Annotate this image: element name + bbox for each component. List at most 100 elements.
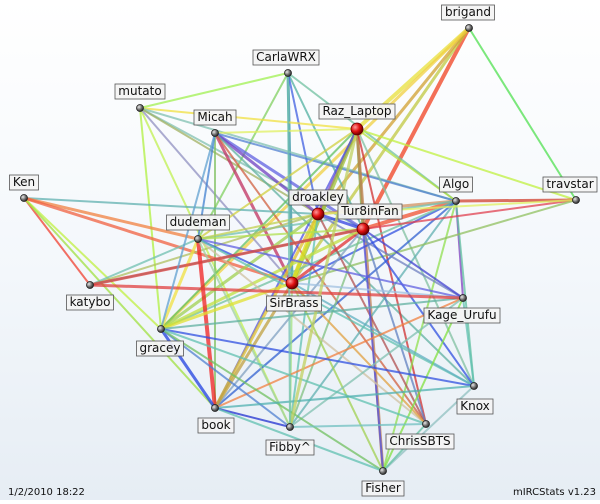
node-algo[interactable] (452, 197, 460, 205)
node-brigand[interactable] (465, 24, 473, 32)
node-fibby[interactable] (286, 423, 294, 431)
node-ken[interactable] (20, 194, 28, 202)
node-label-text: droakley (292, 190, 344, 204)
edge-algo-tur8 (361, 199, 458, 231)
edge-ken-dudeman (22, 196, 200, 241)
edge-brigand-droakley (316, 26, 471, 216)
node-label-text: Kage_Urufu (427, 308, 496, 322)
node-label-brigand: brigand (441, 4, 495, 21)
node-label-text: CarlaWRX (256, 50, 316, 64)
labels-layer: brigand CarlaWRX mutato Micah Raz_Laptop Ken A… (9, 4, 598, 497)
edge-brigand-gracey (159, 26, 471, 331)
edge-droakley-sirbrass (290, 212, 320, 285)
edge-algo-sirbrass (291, 200, 457, 284)
edge-travstar-tur8 (362, 199, 577, 230)
edge-tur8-fisher (362, 228, 384, 472)
edge-katybo-tur8 (88, 227, 365, 287)
node-label-kage: Kage_Urufu (423, 307, 501, 324)
node-label-text: Ken (13, 175, 35, 189)
edge-dudeman-knox (197, 238, 475, 387)
node-book[interactable] (211, 404, 219, 412)
node-droakley[interactable] (311, 207, 325, 221)
nodes-layer (20, 24, 580, 475)
edge-tur8-kage (362, 228, 464, 299)
node-chrissbts[interactable] (422, 420, 430, 428)
footer-date: 1/2/2010 18:22 (8, 487, 85, 498)
node-fisher[interactable] (379, 467, 387, 475)
node-label-chrissbts: ChrisSBTS (385, 433, 455, 450)
edge-raz-gracey (160, 128, 358, 330)
node-label-ken: Ken (9, 174, 39, 191)
node-tur8[interactable] (356, 222, 370, 236)
node-label-text: book (201, 418, 230, 432)
node-label-sirbrass: SirBrass (266, 295, 322, 312)
node-label-algo: Algo (439, 176, 473, 193)
node-gracey[interactable] (157, 325, 165, 333)
edge-algo-fisher (382, 200, 457, 472)
node-sirbrass[interactable] (285, 276, 299, 290)
node-knox[interactable] (470, 382, 478, 390)
node-label-knox: Knox (456, 398, 494, 415)
edge-droakley-tur8 (316, 212, 365, 231)
node-label-fisher: Fisher (361, 480, 405, 497)
node-label-dudeman: dudeman (166, 214, 230, 231)
node-label-text: brigand (445, 5, 491, 19)
edge-gracey-fisher (160, 328, 384, 472)
node-label-text: dudeman (170, 215, 227, 229)
node-micah[interactable] (211, 129, 219, 137)
edge-dudeman-fibby (197, 238, 291, 428)
node-label-text: Algo (443, 177, 470, 191)
node-label-text: Tur8inFan (340, 204, 398, 218)
edge-raz-fibby (288, 127, 359, 429)
edge-mutato-gracey (139, 107, 162, 330)
node-label-text: Raz_Laptop (322, 104, 391, 118)
edge-brigand-sirbrass (290, 26, 471, 285)
edge-travstar-sirbrass (291, 199, 577, 284)
edge-micah-raz (214, 128, 358, 134)
edge-ken-gracey (23, 197, 162, 330)
edge-brigand-tur8 (361, 26, 471, 231)
edge-micah-algo (214, 132, 457, 202)
edge-ken-book (23, 197, 216, 409)
node-label-text: Fibby^ (269, 440, 311, 454)
edge-tur8-fibby (289, 228, 364, 428)
edge-tur8-knox (362, 228, 475, 387)
node-mutato[interactable] (136, 104, 144, 112)
edge-carlawrx-fibby (287, 72, 291, 428)
node-travstar[interactable] (572, 196, 580, 204)
node-label-text: Knox (460, 399, 490, 413)
node-label-travstar: travstar (542, 176, 598, 193)
node-kage[interactable] (459, 294, 467, 302)
edge-micah-knox (214, 132, 475, 387)
edge-brigand-travstar (468, 27, 577, 201)
edge-dudeman-kage (197, 238, 464, 299)
node-label-fibby: Fibby^ (265, 439, 315, 456)
node-label-tur8: Tur8inFan (337, 203, 403, 220)
edge-droakley-dudeman (197, 213, 319, 240)
node-label-mutato: mutato (114, 83, 166, 100)
edge-kage-gracey (160, 297, 464, 330)
footer-app-name: mIRCStats v1.23 (513, 487, 596, 498)
edge-book-fibby (214, 407, 291, 428)
node-carlawrx[interactable] (284, 69, 292, 77)
edge-droakley-fibby (289, 213, 319, 428)
node-label-text: gracey (140, 341, 181, 355)
edge-gracey-knox (160, 328, 475, 387)
edge-dudeman-katybo (89, 238, 199, 286)
node-dudeman[interactable] (194, 235, 202, 243)
edge-ken-katybo (23, 197, 91, 286)
edge-raz-travstar (356, 128, 577, 201)
node-label-text: travstar (546, 177, 593, 191)
edge-ken-sirbrass (22, 196, 294, 285)
node-label-text: mutato (118, 84, 161, 98)
edge-kage-katybo (88, 283, 465, 300)
node-label-katybo: katybo (66, 294, 114, 311)
node-raz[interactable] (350, 122, 364, 136)
node-katybo[interactable] (86, 281, 94, 289)
node-label-text: ChrisSBTS (389, 434, 450, 448)
node-label-book: book (197, 417, 235, 434)
node-label-text: katybo (70, 295, 111, 309)
edge-droakley-kage (317, 213, 464, 299)
edge-dudeman-gracey (159, 237, 200, 331)
